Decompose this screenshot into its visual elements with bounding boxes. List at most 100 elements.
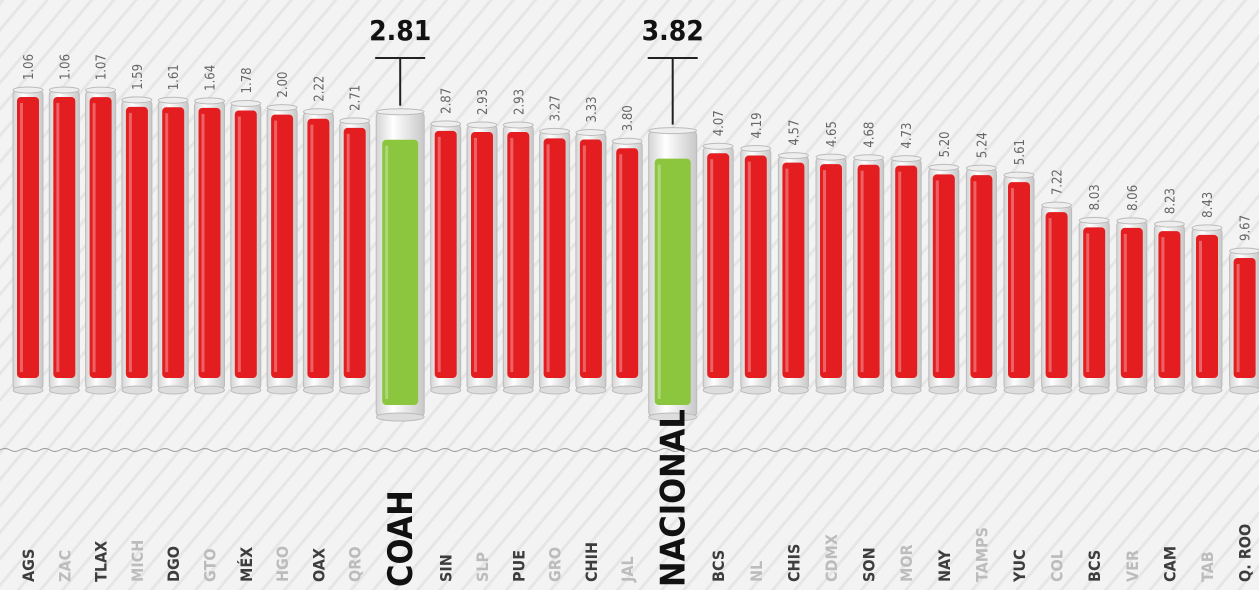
bar-shine xyxy=(128,112,132,372)
value-label: 3.33 xyxy=(585,96,600,122)
bar-shine xyxy=(898,171,902,372)
category-label: SLP xyxy=(473,552,492,582)
tube-base xyxy=(928,385,960,395)
highlight-category-label: NACIONAL xyxy=(654,409,694,587)
tube-top xyxy=(740,145,772,153)
value-label: 3.80 xyxy=(621,105,636,131)
tube-base xyxy=(539,385,571,395)
bar xyxy=(507,131,530,378)
tube-base xyxy=(121,385,153,395)
value-label: 3.27 xyxy=(549,95,564,121)
bar xyxy=(471,131,493,378)
tube-top xyxy=(853,154,885,162)
value-label: 8.43 xyxy=(1201,192,1216,218)
bar-shine xyxy=(92,103,96,373)
value-label: 4.57 xyxy=(787,120,802,146)
bar-shine xyxy=(437,136,441,372)
tube-base xyxy=(648,412,698,422)
tube-top xyxy=(928,163,960,171)
value-label: 1.78 xyxy=(240,67,255,93)
tube-base xyxy=(965,385,997,395)
bar xyxy=(1008,182,1030,378)
category-label: BCS xyxy=(1085,550,1104,582)
category-label: MÉX xyxy=(237,547,256,582)
tube-base xyxy=(1116,385,1148,395)
tube-base xyxy=(853,385,885,395)
tube-base xyxy=(1078,385,1110,395)
value-label: 4.73 xyxy=(900,123,915,149)
value-label: 8.23 xyxy=(1163,188,1178,214)
bar-shine xyxy=(237,116,241,373)
category-label: QRO xyxy=(346,546,365,582)
highlight-value-label: 2.81 xyxy=(369,14,431,47)
tube-base xyxy=(1229,385,1259,395)
bar-shine xyxy=(20,103,23,372)
tube-base xyxy=(1153,385,1185,395)
tube-base xyxy=(1003,385,1035,395)
tube-top xyxy=(575,128,607,136)
value-label: 5.20 xyxy=(938,131,953,157)
value-label: 4.65 xyxy=(825,121,840,147)
bar-shine xyxy=(346,133,350,372)
value-label: 1.06 xyxy=(22,54,37,80)
bar xyxy=(1120,227,1143,378)
bar xyxy=(307,118,330,379)
tube-top xyxy=(502,121,534,129)
bar-shine xyxy=(385,145,389,399)
category-label: TAMPS xyxy=(972,527,991,582)
tube-top xyxy=(466,121,498,129)
tube-base xyxy=(266,385,298,395)
bar-shine xyxy=(310,124,314,372)
tube-base xyxy=(302,385,334,395)
category-label: GTO xyxy=(201,548,220,582)
category-label: TAB xyxy=(1198,551,1217,582)
bar xyxy=(271,114,294,378)
bar-shine xyxy=(1086,233,1090,372)
bar xyxy=(17,97,39,378)
value-label: 5.61 xyxy=(1013,139,1028,165)
tube-top xyxy=(1078,216,1110,224)
tube-base xyxy=(611,385,643,395)
tube-base xyxy=(1191,385,1223,395)
bar xyxy=(932,174,955,378)
category-label: BCS xyxy=(709,550,728,582)
bar-shine xyxy=(1199,240,1202,372)
category-label: ZAC xyxy=(55,550,74,582)
bar-shine xyxy=(1011,188,1014,372)
tube-top xyxy=(339,117,371,125)
bar xyxy=(343,127,366,378)
bar xyxy=(198,107,221,379)
value-label: 9.67 xyxy=(1239,215,1254,241)
category-label: CAM xyxy=(1160,546,1179,582)
bar-shine xyxy=(785,168,789,372)
bar-shine xyxy=(165,113,169,373)
tube-top xyxy=(777,152,809,160)
tube-top xyxy=(375,108,425,116)
category-label: CDMX xyxy=(822,534,841,582)
tube-base xyxy=(157,385,189,395)
category-label: AGS xyxy=(19,549,38,582)
tube-base xyxy=(375,412,425,422)
tube-base xyxy=(48,385,80,395)
value-label: 2.93 xyxy=(476,89,491,115)
wavy-divider xyxy=(0,448,1259,452)
tube-base xyxy=(777,385,809,395)
tube-top xyxy=(648,127,698,135)
tube-base xyxy=(575,385,607,395)
bar-shine xyxy=(860,170,864,372)
bar-shine xyxy=(474,137,477,372)
tube-base xyxy=(1041,385,1073,395)
category-label: GRO xyxy=(546,547,565,582)
bar-shine xyxy=(546,144,550,372)
category-label: DGO xyxy=(164,546,183,582)
value-label: 5.24 xyxy=(975,132,990,158)
value-label: 1.59 xyxy=(131,64,146,90)
tube-top xyxy=(1116,217,1148,225)
bar-shine xyxy=(582,145,586,372)
category-label: HGO xyxy=(273,546,292,582)
tube-top xyxy=(1229,247,1259,255)
bar xyxy=(782,162,805,378)
bar xyxy=(125,106,148,378)
category-label: NAY xyxy=(935,549,954,582)
